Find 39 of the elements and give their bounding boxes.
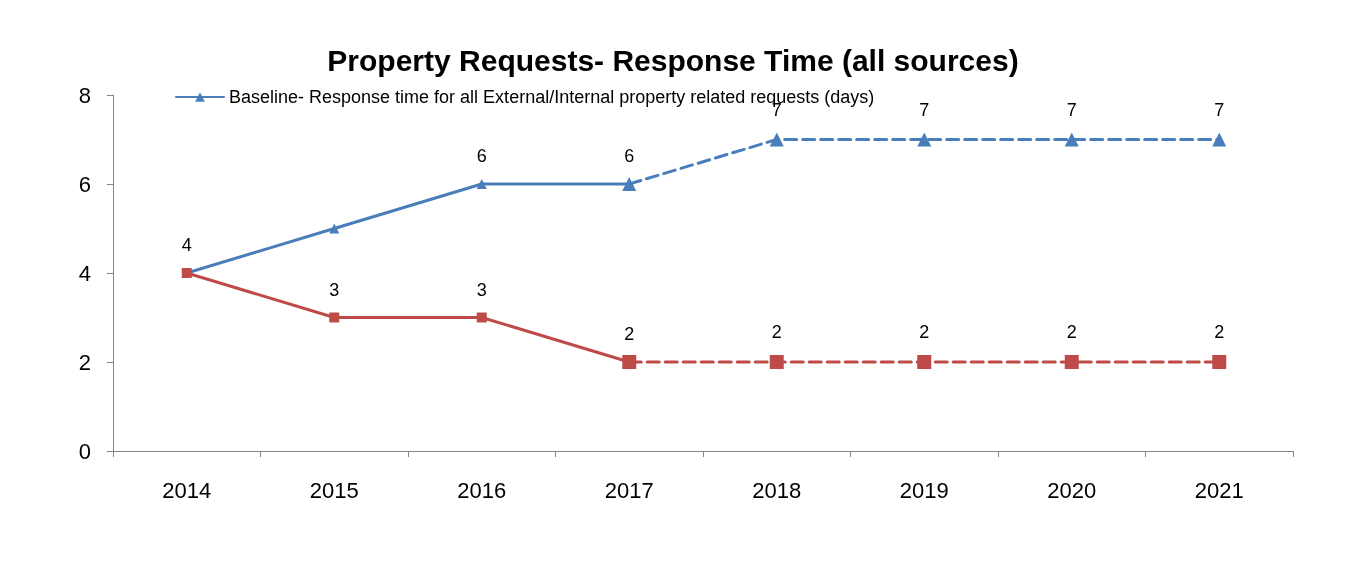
- x-tick-label: 2020: [1047, 477, 1097, 503]
- x-tick-label: 2015: [309, 477, 359, 503]
- x-tick-label: 2019: [899, 477, 949, 503]
- data-label: 3: [476, 279, 487, 300]
- chart-title: Property Requests- Response Time (all sources): [327, 43, 1019, 77]
- x-tick-label: 2016: [457, 477, 507, 503]
- data-label: 7: [1214, 99, 1225, 120]
- point: [1212, 132, 1227, 147]
- point: [476, 312, 487, 323]
- y-tick-label: 0: [78, 438, 91, 464]
- point: [329, 223, 340, 234]
- data-label: 2: [771, 322, 782, 342]
- data-label: 4: [181, 235, 192, 255]
- y-tick-label: 4: [78, 260, 91, 286]
- data-label: 7: [1066, 99, 1077, 120]
- point: [1212, 355, 1227, 369]
- x-tick-label: 2017: [604, 477, 654, 503]
- data-label: 2: [919, 322, 930, 342]
- y-tick-label: 8: [78, 82, 91, 108]
- point: [917, 355, 932, 369]
- x-tick-label: 2014: [162, 477, 212, 503]
- y-tick-label: 6: [78, 171, 91, 197]
- x-tick-label: 2021: [1194, 477, 1244, 503]
- point: [329, 312, 340, 323]
- point: [769, 132, 784, 147]
- point: [917, 132, 932, 147]
- data-label: 3: [329, 279, 340, 300]
- data-label: 2: [624, 324, 635, 344]
- data-label: 7: [919, 99, 930, 120]
- data-label: 6: [624, 146, 635, 166]
- data-label: 2: [1066, 322, 1077, 342]
- y-tick-label: 2: [78, 349, 91, 375]
- point: [1064, 132, 1079, 147]
- data-label: 6: [476, 146, 487, 166]
- point: [476, 179, 487, 189]
- x-tick-label: 2018: [752, 477, 802, 503]
- data-label: 2: [1214, 322, 1225, 342]
- point: [769, 355, 784, 369]
- point: [1064, 355, 1079, 369]
